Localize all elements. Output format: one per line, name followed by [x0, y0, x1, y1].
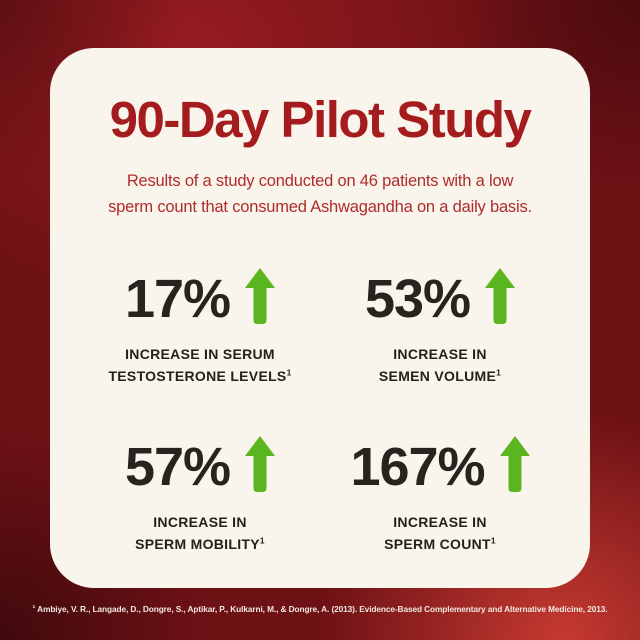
stat-value: 57% [124, 437, 231, 497]
stat-label-line-1: INCREASE IN SERUM [125, 346, 275, 362]
stat-label: INCREASE IN SPERM COUNT1 [320, 511, 560, 555]
stats-grid: 17% INCREASE IN SERUM TESTOSTERONE LEVEL… [50, 268, 590, 555]
up-arrow-icon [499, 436, 530, 492]
subtitle-line-1: Results of a study conducted on 46 patie… [126, 172, 514, 190]
stat-value: 167% [350, 437, 485, 497]
citation-footnote-ref: 1 [32, 604, 36, 611]
stat-label: INCREASE IN SPERM MOBILITY1 [80, 511, 320, 555]
stat-value: 17% [124, 269, 231, 329]
stat-semen-volume: 53% INCREASE IN SEMEN VOLUME1 [320, 268, 560, 387]
footnote-ref: 1 [259, 535, 265, 546]
subtitle-line-2: sperm count that consumed Ashwagandha on… [108, 198, 532, 216]
citation-footnote: 1 Ambiye, V. R., Langade, D., Dongre, S.,… [0, 604, 640, 614]
page-title: 90-Day Pilot Study [109, 91, 532, 148]
stat-label: INCREASE IN SERUM TESTOSTERONE LEVELS1 [80, 343, 320, 387]
citation-footnote-text: Ambiye, V. R., Langade, D., Dongre, S., … [37, 604, 608, 614]
footnote-ref: 1 [496, 367, 502, 378]
stat-sperm-count: 167% INCREASE IN SPERM COUNT1 [320, 436, 560, 555]
stat-value: 53% [364, 269, 471, 329]
footnote-ref: 1 [286, 367, 292, 378]
stat-value-row: 167% [320, 436, 560, 497]
stat-label: INCREASE IN SEMEN VOLUME1 [320, 343, 560, 387]
study-card: 90-Day Pilot Study Results of a study co… [50, 48, 590, 588]
stat-label-line-1: INCREASE IN [393, 514, 487, 530]
stat-label-line-1: INCREASE IN [153, 514, 247, 530]
footnote-ref: 1 [490, 535, 496, 546]
stat-label-line-2: SPERM COUNT1 [384, 535, 496, 552]
stat-testosterone: 17% INCREASE IN SERUM TESTOSTERONE LEVEL… [80, 268, 320, 387]
study-subtitle: Results of a study conducted on 46 patie… [50, 168, 590, 220]
stat-sperm-mobility: 57% INCREASE IN SPERM MOBILITY1 [80, 436, 320, 555]
stat-label-line-1: INCREASE IN [393, 346, 487, 362]
up-arrow-icon [245, 268, 276, 324]
up-arrow-icon [245, 436, 276, 492]
stat-label-line-2: SPERM MOBILITY1 [135, 535, 265, 552]
stat-label-line-2: TESTOSTERONE LEVELS1 [108, 367, 292, 384]
stat-label-line-2: SEMEN VOLUME1 [378, 367, 502, 384]
stat-value-row: 53% [320, 268, 560, 329]
stat-value-row: 17% [80, 268, 320, 329]
stat-value-row: 57% [80, 436, 320, 497]
up-arrow-icon [485, 268, 516, 324]
